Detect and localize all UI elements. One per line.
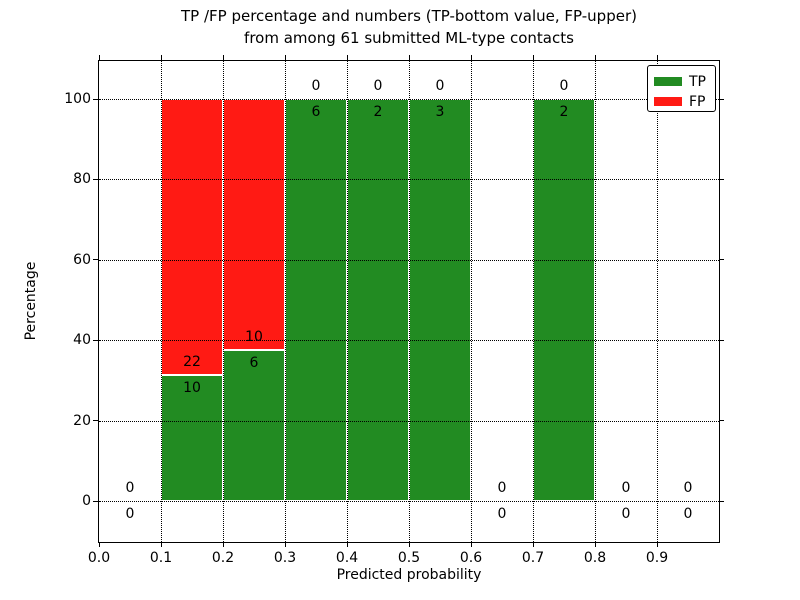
fp-count-label: 0: [621, 480, 631, 496]
y-axis-tick: [93, 339, 98, 341]
chart-title-line2: from among 61 submitted ML-type contacts: [244, 29, 574, 47]
x-axis-tick: [160, 542, 162, 547]
x-axis-tick: [656, 542, 658, 547]
x-tick-label: 0.3: [273, 550, 297, 566]
tp-legend-swatch: [654, 77, 682, 86]
x-tick-label: 0.7: [521, 550, 545, 566]
fp-count-label: 22: [183, 354, 201, 371]
fp-count-label: 10: [245, 329, 263, 346]
tp-count-label: 0: [125, 506, 135, 522]
legend-entry-fp: FP: [654, 93, 715, 110]
tp-count-label: 2: [559, 104, 569, 120]
v-gridline: [285, 61, 286, 542]
x-axis-tick: [470, 542, 472, 547]
x-axis-tick-top: [594, 55, 596, 60]
v-gridline: [657, 61, 658, 542]
x-tick-label: 0.4: [335, 550, 359, 566]
x-tick-label: 0.9: [645, 550, 669, 566]
tp-bar-segment: [223, 350, 285, 501]
x-axis-tick: [532, 542, 534, 547]
fp-legend-swatch: [654, 97, 682, 106]
legend-entry-tp: TP: [654, 73, 715, 90]
fp-bar-segment: [161, 99, 223, 376]
tp-bar-segment: [409, 99, 471, 501]
tp-count-label: 3: [435, 104, 445, 120]
y-axis-tick: [93, 178, 98, 180]
fp-count-label: 0: [559, 78, 569, 94]
x-axis-tick: [284, 542, 286, 547]
y-tick-label: 80: [73, 171, 91, 188]
x-axis-tick-top: [470, 55, 472, 60]
tp-count-label: 2: [373, 104, 383, 120]
tp-bar-segment: [285, 99, 347, 501]
y-axis-tick-right: [719, 420, 724, 422]
y-axis-tick-right: [719, 339, 724, 341]
tp-count-label: 6: [311, 104, 321, 120]
fp-bar-segment: [223, 99, 285, 351]
tp-bar-segment: [533, 99, 595, 501]
v-gridline: [161, 61, 162, 542]
x-axis-tick-top: [98, 55, 100, 60]
y-tick-label: 100: [64, 91, 91, 107]
chart-title-line1: TP /FP percentage and numbers (TP-bottom…: [181, 7, 637, 25]
legend-label: TP: [689, 73, 706, 90]
fp-count-label: 0: [311, 78, 321, 94]
legend: TP FP: [647, 65, 716, 112]
x-axis-tick-top: [284, 55, 286, 60]
x-axis-tick: [594, 542, 596, 547]
x-axis-tick: [346, 542, 348, 547]
x-axis-tick-top: [160, 55, 162, 60]
v-gridline: [347, 61, 348, 542]
x-axis-tick-top: [656, 55, 658, 60]
fp-count-label: 0: [497, 480, 507, 496]
plot-area: TP FP 0 20 40 60 80 100 0.0 0.1 0.2 0.3 0.4 0.5 0.6 0.…: [64, 55, 724, 566]
fp-count-label: 0: [683, 480, 693, 496]
y-axis-tick: [93, 420, 98, 422]
x-tick-label: 0.8: [583, 550, 607, 566]
v-gridline: [409, 61, 410, 542]
y-axis-tick-right: [719, 500, 724, 502]
fp-count-label: 0: [435, 78, 445, 94]
tp-count-label: 0: [683, 506, 693, 522]
tp-bar-segment: [347, 99, 409, 501]
x-axis-tick-top: [408, 55, 410, 60]
legend-label: FP: [689, 93, 706, 110]
x-axis-tick: [408, 542, 410, 547]
x-axis-tick-top: [346, 55, 348, 60]
x-axis-tick-top: [222, 55, 224, 60]
fp-count-label: 0: [125, 480, 135, 496]
v-gridline: [533, 61, 534, 542]
y-tick-label: 0: [82, 493, 91, 509]
x-tick-label: 0.6: [459, 550, 483, 566]
tp-count-label: 0: [621, 506, 631, 522]
y-axis-tick-right: [719, 178, 724, 180]
x-axis-tick-top: [532, 55, 534, 60]
y-axis-tick-right: [719, 259, 724, 261]
x-tick-label: 0.0: [87, 550, 111, 566]
x-tick-label: 0.5: [397, 550, 421, 566]
x-axis-tick: [98, 542, 100, 547]
tp-count-label: 10: [183, 380, 201, 397]
y-axis-tick: [93, 500, 98, 502]
x-tick-label: 0.2: [211, 550, 235, 566]
y-axis-title: Percentage: [23, 261, 39, 341]
y-tick-label: 60: [73, 251, 91, 268]
v-gridline: [471, 61, 472, 542]
tp-count-label: 0: [497, 506, 507, 522]
x-tick-label: 0.1: [149, 550, 173, 566]
tp-count-label: 6: [249, 355, 259, 372]
y-tick-label: 20: [73, 412, 91, 429]
fp-count-label: 0: [373, 78, 383, 94]
y-axis-tick: [93, 98, 98, 100]
y-tick-label: 40: [73, 332, 91, 349]
chart-title: TP /FP percentage and numbers (TP-bottom…: [99, 5, 719, 49]
y-axis-tick: [93, 259, 98, 261]
v-gridline: [595, 61, 596, 542]
v-gridline: [223, 61, 224, 542]
x-axis-tick: [222, 542, 224, 547]
x-axis-title: Predicted probability: [336, 567, 482, 583]
y-axis-tick-right: [719, 98, 724, 100]
